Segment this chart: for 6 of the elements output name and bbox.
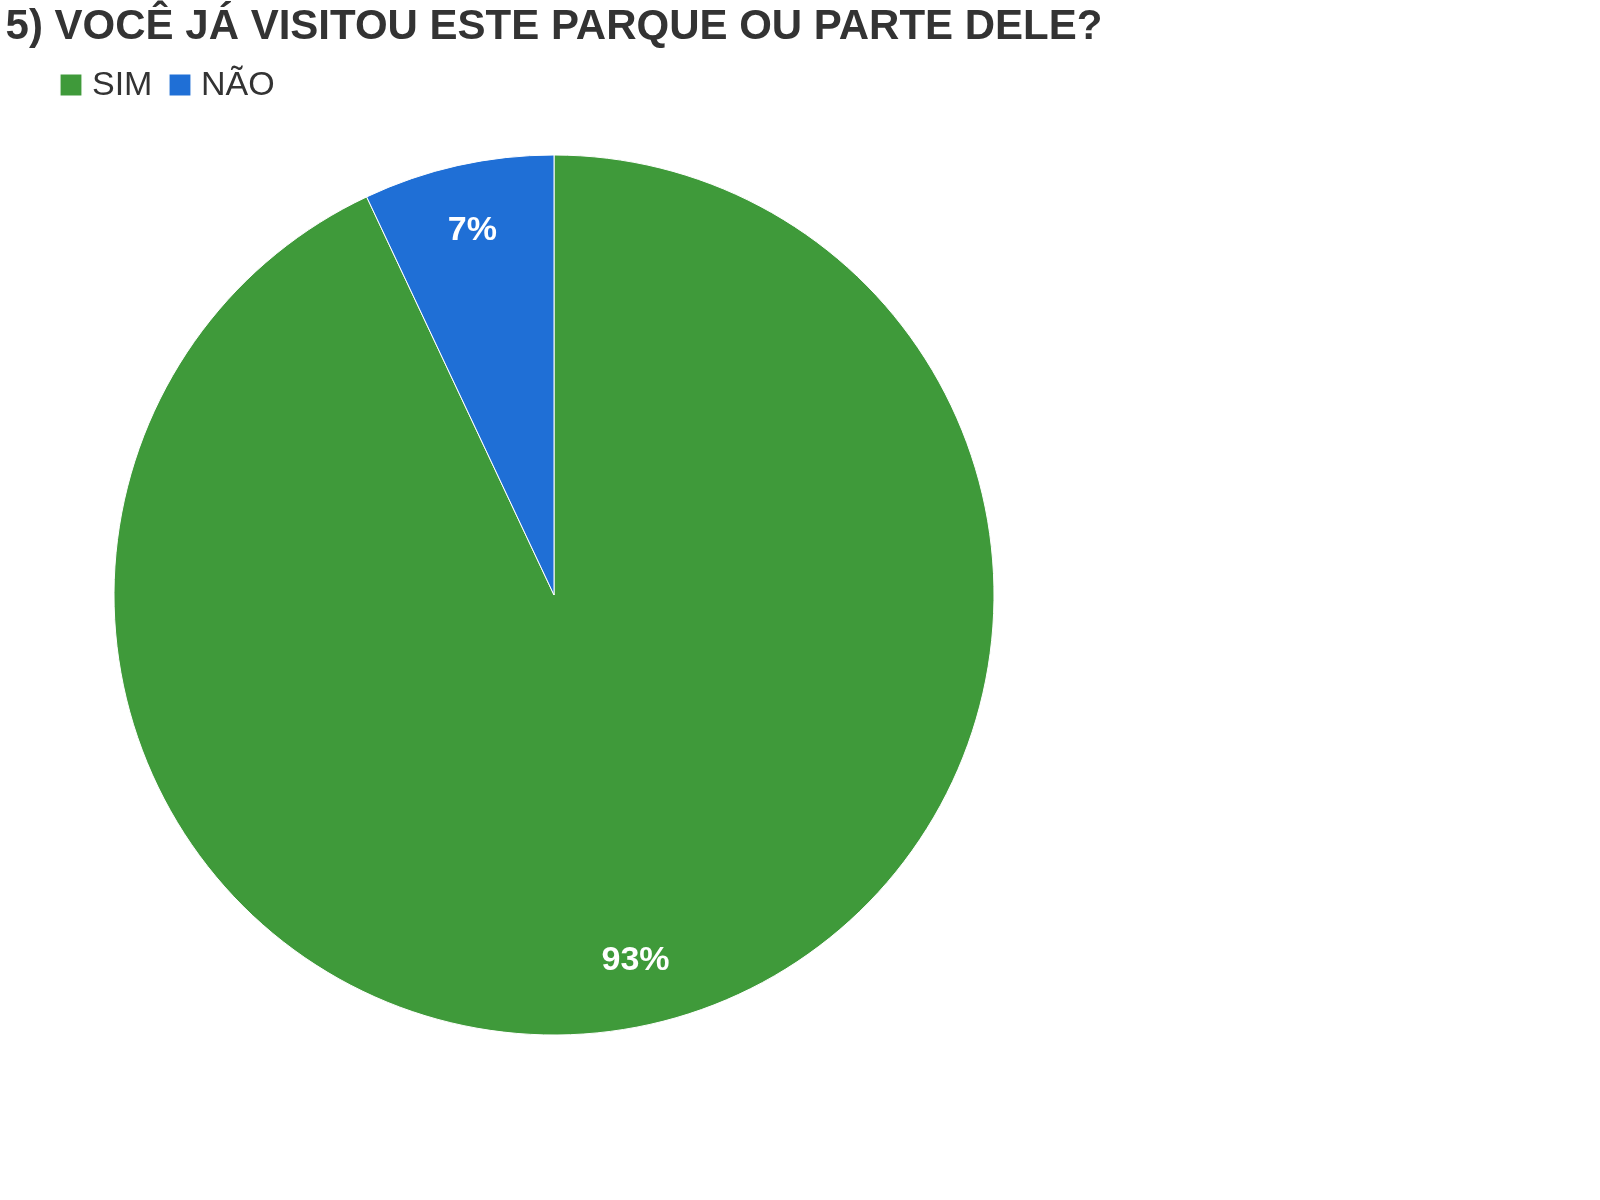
legend-label: NÃO xyxy=(201,64,275,102)
legend-label: SIM xyxy=(92,64,153,102)
chart-title: 5) VOCÊ JÁ VISITOU ESTE PARQUE OU PARTE DELE? xyxy=(5,0,1103,48)
pie-slice xyxy=(113,154,995,1036)
data-label: 7% xyxy=(447,209,497,248)
data-label: 93% xyxy=(601,938,670,977)
